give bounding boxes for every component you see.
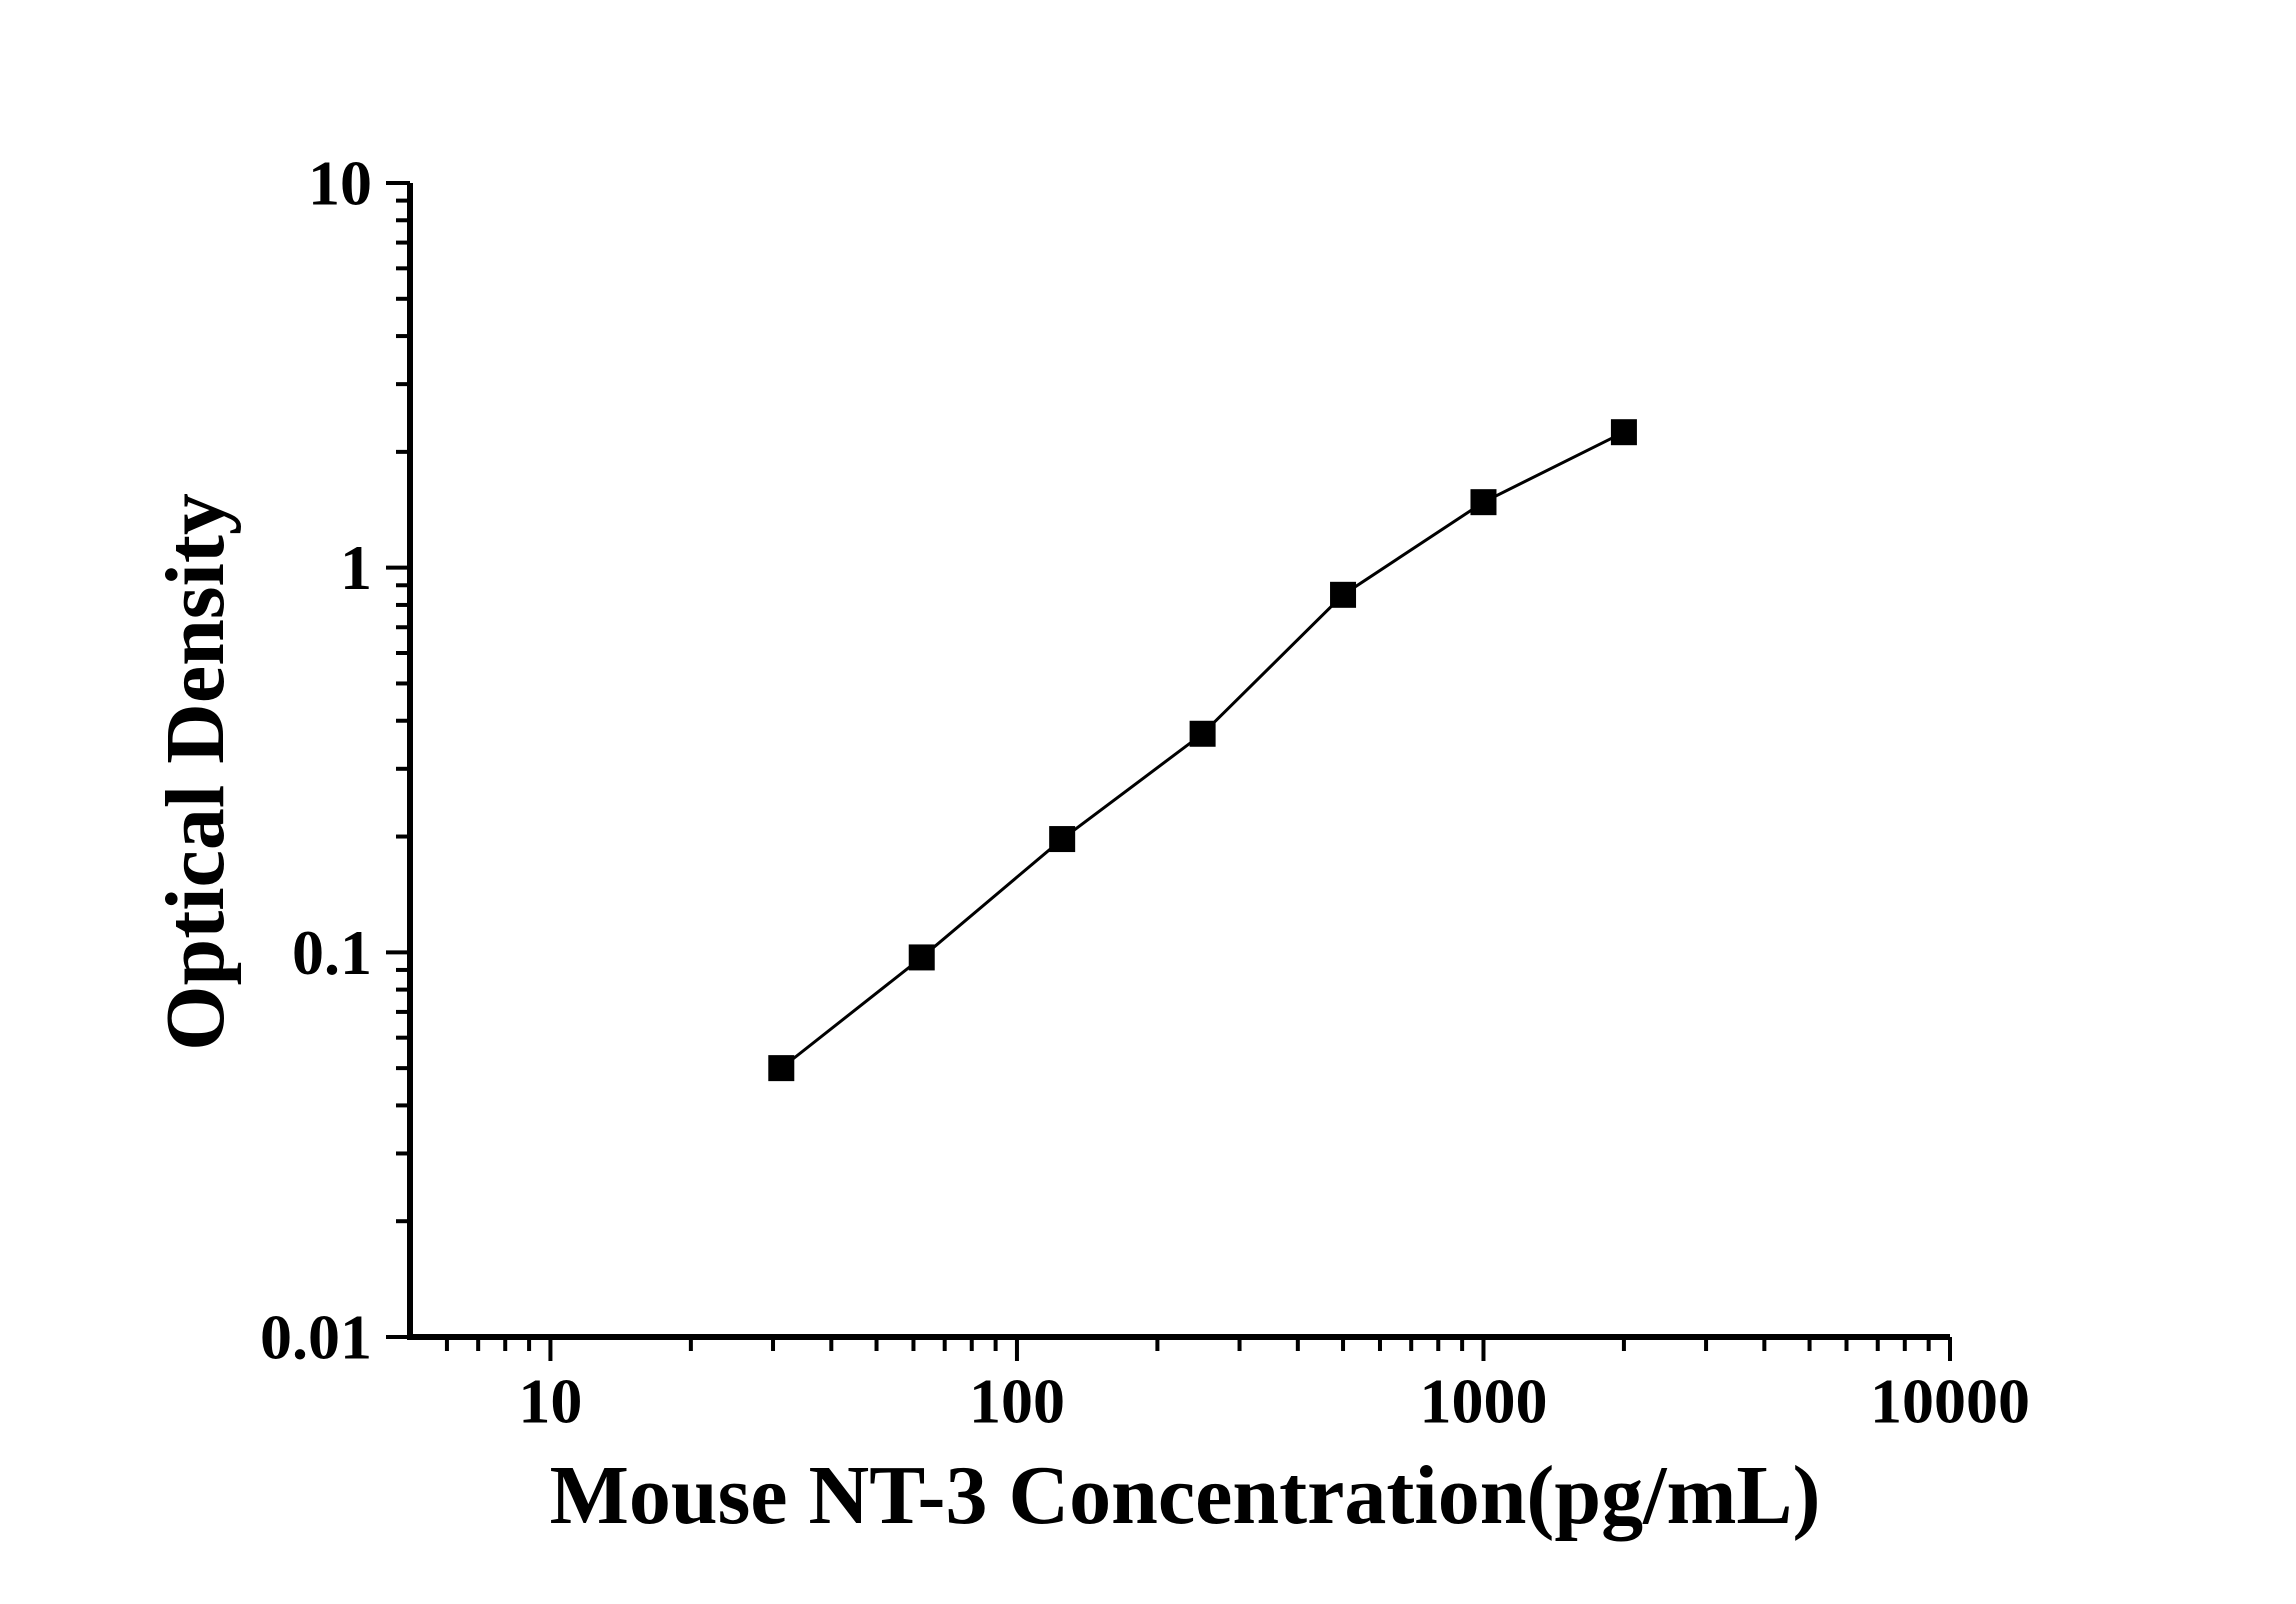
x-tick-label: 10 <box>518 1366 582 1437</box>
x-tick-label: 100 <box>969 1366 1065 1437</box>
data-points <box>768 419 1637 1082</box>
y-tick-label: 10 <box>308 148 372 219</box>
y-tick-label: 1 <box>340 532 372 603</box>
x-axis: 10 100 1000 10000 <box>444 1337 2030 1437</box>
axis-frame <box>407 183 1950 1340</box>
data-point-marker <box>1610 419 1637 446</box>
data-point-marker <box>1049 826 1076 853</box>
data-point-marker <box>1330 581 1357 608</box>
y-axis-title: Optical Density <box>148 493 242 1051</box>
data-point-marker <box>1189 720 1216 747</box>
y-axis: 0.01 0.1 1 10 <box>260 148 410 1373</box>
y-tick-label: 0.01 <box>260 1302 372 1373</box>
x-tick-label: 10000 <box>1870 1366 2030 1437</box>
data-point-marker <box>1470 489 1497 516</box>
series-line <box>780 430 1625 1070</box>
x-axis-title: Mouse NT-3 Concentration(pg/mL) <box>549 1449 1821 1542</box>
x-tick-label: 1000 <box>1419 1366 1547 1437</box>
data-point-marker <box>768 1055 795 1082</box>
data-point-marker <box>908 944 935 971</box>
y-tick-label: 0.1 <box>292 917 372 988</box>
